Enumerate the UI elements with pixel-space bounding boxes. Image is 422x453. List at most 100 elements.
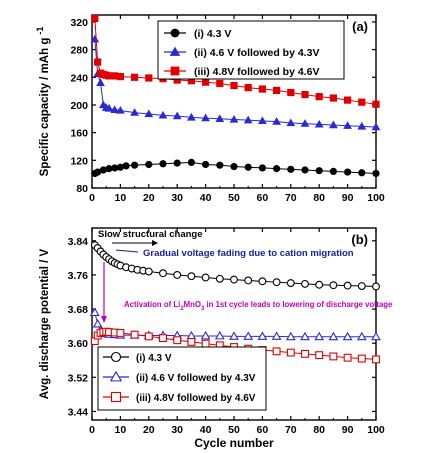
y-tick-label: 320 bbox=[70, 17, 88, 29]
data-point bbox=[145, 74, 153, 82]
y-tick-label: 3.52 bbox=[68, 372, 89, 384]
data-point bbox=[215, 114, 225, 122]
data-point bbox=[92, 318, 103, 328]
data-point bbox=[271, 331, 282, 340]
data-point bbox=[315, 167, 323, 175]
data-point bbox=[172, 111, 182, 120]
data-point bbox=[301, 279, 309, 288]
data-point bbox=[258, 85, 267, 93]
data-point bbox=[89, 307, 100, 316]
data-point bbox=[116, 329, 125, 337]
annotation-activation: Activation of Li2MnO3 in 1st cycle leads… bbox=[124, 300, 393, 312]
data-point bbox=[286, 118, 296, 127]
data-point bbox=[244, 163, 252, 171]
panel-a: 0 10 20 30 40 50 60 70 80 90 100 80 120 160 200 240 280 3… bbox=[35, 14, 385, 204]
data-point bbox=[357, 282, 366, 290]
data-point bbox=[343, 168, 352, 176]
annotation-activation-part: 3 bbox=[201, 306, 205, 312]
data-point bbox=[372, 169, 380, 178]
x-tick-label: 60 bbox=[257, 192, 269, 204]
data-point bbox=[301, 166, 309, 174]
data-point bbox=[328, 331, 339, 341]
data-point bbox=[257, 331, 268, 340]
data-point bbox=[201, 339, 210, 348]
data-point bbox=[315, 280, 324, 289]
data-point bbox=[230, 81, 238, 90]
data-point bbox=[243, 331, 254, 340]
data-point bbox=[358, 98, 366, 106]
data-point bbox=[94, 58, 102, 66]
data-point bbox=[258, 164, 266, 172]
annotation-voltage-fading: Gradual voltage fading due to cation mig… bbox=[143, 248, 354, 259]
data-point bbox=[216, 79, 224, 88]
data-point bbox=[372, 100, 380, 108]
y-tick-label: 80 bbox=[76, 183, 88, 195]
annotation-slow-structural-change: Slow structural change bbox=[98, 229, 203, 240]
y-tick-label: 3.68 bbox=[68, 304, 89, 316]
data-point bbox=[343, 281, 352, 290]
legend-box bbox=[157, 20, 345, 80]
data-point bbox=[187, 112, 196, 121]
y-tick-label: 280 bbox=[70, 45, 88, 57]
legend-label: (iii) 4.8V followed by 4.6V bbox=[136, 393, 256, 404]
data-point bbox=[144, 109, 154, 118]
y-axis-label: Specific capacity / mAh g-1 bbox=[35, 27, 51, 177]
data-point bbox=[159, 269, 167, 278]
panel-label: (a) bbox=[352, 19, 368, 34]
data-point bbox=[130, 108, 139, 116]
data-point bbox=[315, 351, 324, 360]
data-point bbox=[371, 122, 381, 131]
annotation-arrowhead bbox=[101, 316, 107, 323]
data-point bbox=[343, 121, 352, 129]
data-point bbox=[286, 279, 295, 287]
data-point bbox=[91, 14, 99, 23]
data-point bbox=[116, 72, 124, 81]
data-point bbox=[229, 331, 239, 340]
data-point bbox=[244, 276, 253, 285]
data-point bbox=[286, 348, 295, 357]
x-axis-label: Cycle number bbox=[194, 436, 274, 450]
y-axis-label-superscript: -1 bbox=[35, 27, 45, 35]
data-point bbox=[144, 332, 153, 341]
y-tick-label: 3.76 bbox=[68, 270, 89, 282]
x-tick-label: 50 bbox=[228, 192, 240, 204]
data-point bbox=[372, 282, 380, 291]
legend-marker bbox=[109, 370, 123, 382]
y-tick-label: 240 bbox=[70, 72, 88, 84]
legend-marker bbox=[110, 351, 122, 363]
data-point bbox=[130, 330, 139, 339]
legend-label: (ii) 4.6 V followed by 4.3V bbox=[136, 373, 256, 384]
data-point bbox=[371, 331, 381, 341]
x-tick-label: 20 bbox=[143, 424, 155, 436]
data-point bbox=[110, 105, 120, 113]
legend-marker bbox=[110, 391, 122, 403]
data-point bbox=[230, 162, 238, 171]
data-point bbox=[131, 161, 139, 169]
data-point bbox=[314, 119, 324, 128]
data-point bbox=[329, 281, 338, 290]
panel-b: 0 10 20 30 40 50 60 70 80 90 100 3.44 3.52 3.60 3.68 3.… bbox=[39, 227, 393, 450]
x-tick-label: 70 bbox=[285, 192, 297, 204]
data-point bbox=[230, 275, 238, 284]
data-point bbox=[159, 160, 167, 168]
data-point bbox=[122, 162, 130, 170]
data-point bbox=[159, 334, 167, 343]
data-point bbox=[244, 84, 252, 92]
data-point bbox=[287, 88, 295, 97]
y-tick-label: 3.44 bbox=[68, 406, 89, 418]
data-point bbox=[104, 103, 114, 112]
x-tick-label: 60 bbox=[257, 424, 269, 436]
legend-label: (iii) 4.8V followed by 4.6V bbox=[194, 66, 319, 78]
y-tick-label: 3.84 bbox=[68, 236, 89, 248]
y-tick-label: 120 bbox=[70, 155, 88, 167]
annotation-arrow bbox=[115, 249, 139, 253]
data-point bbox=[214, 330, 225, 340]
data-point bbox=[272, 117, 281, 125]
x-tick-label: 100 bbox=[367, 424, 385, 436]
data-point bbox=[343, 353, 352, 362]
data-point bbox=[187, 158, 195, 166]
data-point bbox=[96, 78, 105, 86]
annotation-activation-part: Activation of Li bbox=[124, 300, 180, 309]
x-tick-label: 20 bbox=[143, 192, 155, 204]
